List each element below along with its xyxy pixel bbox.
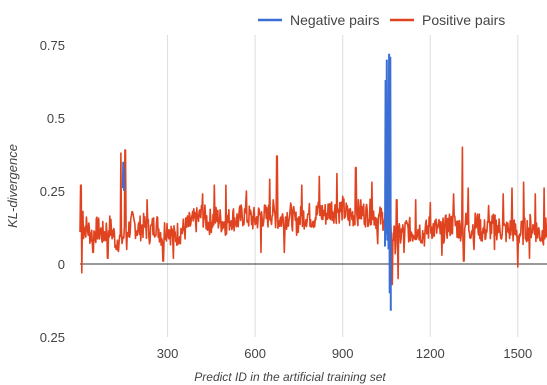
y-tick-label: 0.25 [40, 184, 65, 199]
y-axis-ticks: 0.75 0.5 0.25 0 0.25 [40, 38, 65, 345]
y-tick-label: 0.25 [40, 330, 65, 345]
y-axis-label: KL-divergence [5, 144, 20, 228]
series-positive-pairs-line [79, 146, 547, 286]
y-tick-label: 0 [58, 257, 65, 272]
x-tick-label: 1500 [503, 346, 532, 361]
x-axis-label: Predict ID in the artificial training se… [194, 370, 386, 384]
legend-label: Positive pairs [422, 12, 505, 28]
y-tick-label: 0.5 [47, 111, 65, 126]
x-tick-label: 600 [244, 346, 266, 361]
x-tick-label: 1200 [416, 346, 445, 361]
series-negative-pairs-line [384, 53, 392, 311]
x-axis-ticks: 300 600 900 1200 1500 [157, 346, 533, 361]
series-lines [79, 53, 547, 311]
y-tick-label: 0.75 [40, 38, 65, 53]
vertical-gridlines [167, 35, 519, 337]
x-tick-label: 900 [332, 346, 354, 361]
legend: Negative pairs Positive pairs [258, 12, 505, 28]
x-tick-label: 300 [157, 346, 179, 361]
legend-label: Negative pairs [290, 12, 380, 28]
series-negative-pairs-line [121, 161, 126, 192]
